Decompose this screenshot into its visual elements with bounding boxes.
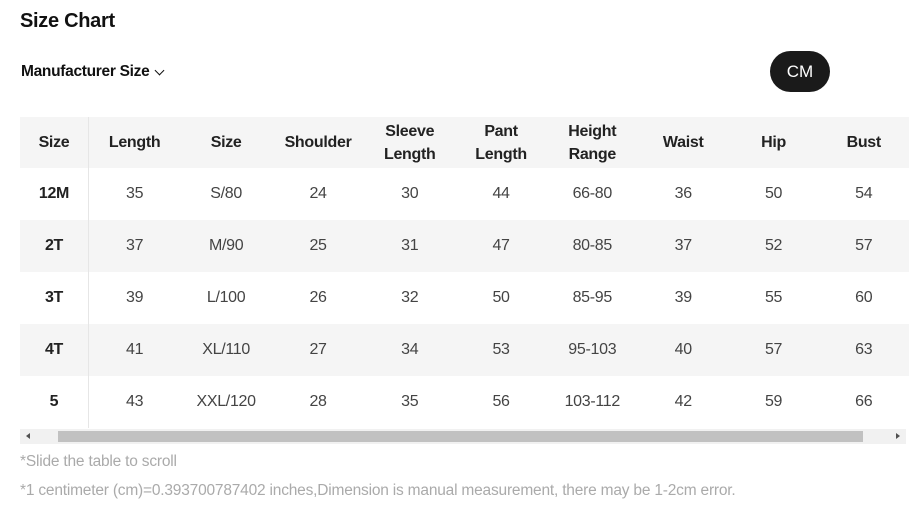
table-cell: 66 (855, 393, 873, 410)
unit-cm-button[interactable]: CM (770, 51, 830, 92)
table-cell: 47 (455, 220, 547, 272)
table-cell: 37 (88, 220, 181, 272)
table-cell: S/80 (210, 185, 242, 202)
row-size-label: 3T (20, 272, 89, 324)
column-header: Size (20, 117, 89, 168)
table-cell: L/100 (206, 289, 246, 306)
page-title: Size Chart (20, 10, 115, 32)
table-cell: 43 (126, 393, 144, 410)
table-cell: 103-112 (564, 393, 621, 410)
chevron-down-icon (154, 65, 165, 75)
row-size-label: 5 (20, 376, 89, 428)
table-cell: 44 (492, 185, 510, 202)
manufacturer-size-label: Manufacturer Size (21, 63, 150, 80)
table-cell: 59 (764, 393, 783, 410)
column-header: Bust (818, 117, 909, 168)
column-header: Hip (728, 117, 819, 168)
table-cell: 57 (818, 220, 909, 272)
table-cell: 57 (728, 324, 819, 376)
table-cell: 32 (401, 289, 419, 306)
table-cell: 85-95 (572, 289, 613, 306)
scroll-right-arrow-icon[interactable] (896, 433, 900, 439)
table-cell: 56 (492, 393, 510, 410)
table-row: 2T 37 M/90 25 31 47 80-85 37 52 57 (20, 220, 909, 272)
table-cell: XXL/120 (196, 393, 256, 410)
table-cell: 26 (309, 289, 327, 306)
column-header: Size (180, 117, 272, 168)
table-cell: M/90 (180, 220, 272, 272)
table-cell: 53 (455, 324, 547, 376)
table-cell: 54 (855, 185, 873, 202)
column-header: Pant Length (455, 117, 547, 168)
table-cell: 31 (364, 220, 456, 272)
table-cell: 27 (271, 324, 365, 376)
scrollbar-thumb[interactable] (58, 431, 863, 442)
table-cell: 95-103 (546, 324, 638, 376)
table-row: 12M 35 S/80 24 30 44 66-80 36 50 54 (20, 168, 909, 220)
table-cell: 35 (401, 393, 419, 410)
column-header: Length (88, 117, 181, 168)
scroll-hint: *Slide the table to scroll (20, 453, 177, 470)
horizontal-scrollbar[interactable] (20, 429, 906, 444)
table-row: 5 43 XXL/120 28 35 56 103-112 42 59 66 (20, 376, 909, 428)
table-cell: 60 (855, 289, 873, 306)
table-cell: 28 (309, 393, 327, 410)
table-cell: XL/110 (180, 324, 272, 376)
size-table-container[interactable]: Size Length Size Shoulder Sleeve Length Pant Le… (20, 117, 909, 428)
table-cell: 36 (674, 185, 693, 202)
table-header-row: Size Length Size Shoulder Sleeve Length Pant Le… (20, 117, 909, 168)
scroll-left-arrow-icon[interactable] (26, 433, 30, 439)
conversion-note: *1 centimeter (cm)=0.393700787402 inches… (20, 482, 736, 499)
table-cell: 50 (492, 289, 510, 306)
manufacturer-size-dropdown[interactable]: Manufacturer Size (21, 63, 165, 81)
table-cell: 24 (309, 185, 327, 202)
table-cell: 41 (88, 324, 181, 376)
column-header: Shoulder (271, 117, 365, 168)
table-row: 3T 39 L/100 26 32 50 85-95 39 55 60 (20, 272, 909, 324)
size-table: Size Length Size Shoulder Sleeve Length Pant Le… (20, 117, 909, 428)
table-cell: 42 (674, 393, 693, 410)
column-header: Waist (637, 117, 729, 168)
table-row: 4T 41 XL/110 27 34 53 95-103 40 57 63 (20, 324, 909, 376)
table-cell: 35 (126, 185, 144, 202)
table-cell: 37 (637, 220, 729, 272)
table-cell: 39 (126, 289, 144, 306)
table-cell: 52 (728, 220, 819, 272)
table-cell: 40 (637, 324, 729, 376)
row-size-label: 4T (20, 324, 89, 376)
column-header: Height Range (546, 117, 638, 168)
table-cell: 63 (818, 324, 909, 376)
table-cell: 30 (401, 185, 419, 202)
table-cell: 25 (271, 220, 365, 272)
table-cell: 34 (364, 324, 456, 376)
row-size-label: 2T (20, 220, 89, 272)
table-cell: 55 (764, 289, 783, 306)
table-cell: 80-85 (546, 220, 638, 272)
table-cell: 50 (764, 185, 783, 202)
column-header: Sleeve Length (364, 117, 456, 168)
table-cell: 39 (674, 289, 693, 306)
table-cell: 66-80 (572, 185, 613, 202)
row-size-label: 12M (20, 168, 89, 220)
